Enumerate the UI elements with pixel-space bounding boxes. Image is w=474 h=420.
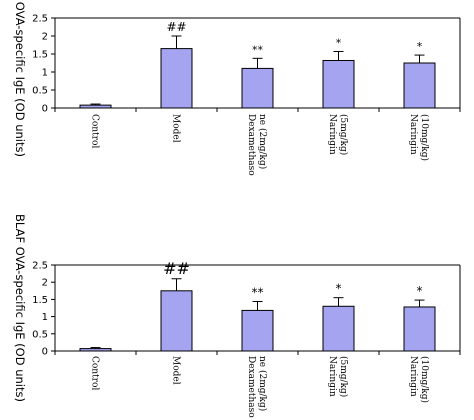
significance-label: ## (166, 20, 186, 34)
x-tick-label: Dexamethaso (246, 114, 256, 176)
significance-label: * (336, 282, 342, 296)
y-tick-label: 2.5 (32, 14, 48, 25)
x-tick-label: Dexamethaso (246, 356, 256, 418)
y-tick-label: 0.5 (32, 86, 48, 97)
bar (79, 104, 112, 109)
x-tick-label: Control (89, 356, 99, 390)
chart-bottom: BLAF OVA-specific IgE (OD units) 0 0.5 1 1.5… (13, 214, 461, 418)
x-tick-label: Naringin (327, 356, 337, 397)
significance-label: * (336, 36, 342, 49)
bar (79, 348, 112, 352)
x-tick-label: Naringin (408, 114, 418, 155)
x-tick-label: (10mg/kg) (419, 356, 430, 403)
y-tick-label: 2.5 (32, 261, 48, 272)
bar (322, 305, 355, 352)
x-tick-label: (5mg/kg) (338, 114, 349, 155)
y-axis-label: BLAF OVA-specific IgE (OD units) (13, 214, 27, 402)
x-tick-label: (10mg/kg) (419, 114, 430, 161)
x-tick-label: Control (89, 114, 99, 148)
x-tick-label: Model (170, 114, 180, 143)
y-tick-label: 0 (42, 104, 48, 115)
bar (403, 306, 436, 352)
y-tick-label: 2 (42, 278, 48, 289)
x-tick-label: ne (2mg/kg) (257, 114, 268, 169)
significance-label: * (417, 40, 423, 53)
significance-label: ** (252, 285, 264, 299)
x-tick-label: (5mg/kg) (338, 356, 349, 397)
y-axis-label: BLAF OVA-specific IgE (OD units) (13, 0, 27, 157)
y-tick-label: 1.5 (32, 50, 48, 61)
significance-label: ## (163, 259, 190, 278)
significance-label: * (417, 284, 423, 298)
significance-label: ** (252, 43, 264, 56)
x-tick-label: Naringin (408, 356, 418, 397)
y-tick-label: 2 (42, 32, 48, 43)
y-tick-label: 1 (42, 68, 48, 79)
bar (241, 67, 274, 109)
chart-top: BLAF OVA-specific IgE (OD units) 0 0.5 1 1.5… (13, 0, 461, 176)
y-tick-label: 1 (42, 312, 48, 323)
x-tick-label: ne (2mg/kg) (257, 356, 268, 411)
y-tick-label: 0 (42, 347, 48, 358)
bar (160, 290, 193, 352)
bar (322, 59, 355, 109)
bar (241, 309, 274, 352)
bar (160, 48, 193, 109)
y-tick-label: 0.5 (32, 329, 48, 340)
x-tick-label: Model (170, 356, 180, 385)
x-tick-label: Naringin (327, 114, 337, 155)
y-tick-label: 1.5 (32, 295, 48, 306)
bar (403, 62, 436, 109)
